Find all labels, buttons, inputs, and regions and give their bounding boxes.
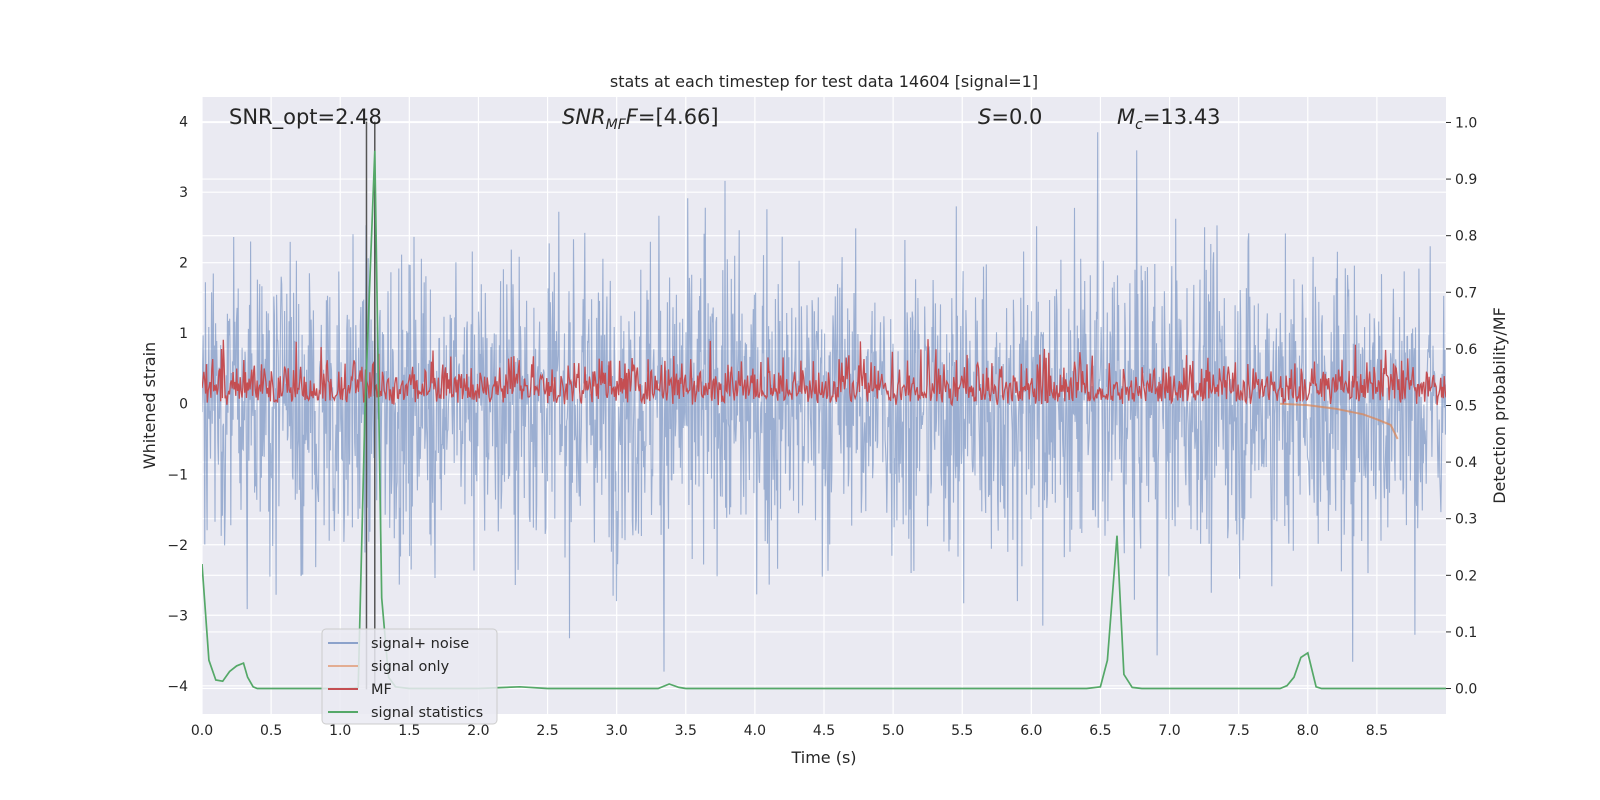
mc-sub: c — [1135, 117, 1143, 133]
y2-axis-label: Detection probability/MF — [1490, 307, 1509, 504]
y-tick-label: 0 — [179, 397, 188, 413]
snr-mf-sub: MF — [606, 117, 627, 133]
y-tick-label: −1 — [167, 467, 188, 483]
x-tick-label: 6.0 — [1020, 723, 1042, 739]
x-tick-label: 3.5 — [675, 723, 697, 739]
chart-title: stats at each timestep for test data 146… — [610, 72, 1038, 91]
series-signal-noise — [202, 132, 1446, 672]
series-signal-statistics — [202, 150, 1446, 690]
s-var: S — [978, 105, 991, 129]
y2-tick-label: 0.1 — [1455, 625, 1477, 641]
legend-label-signal-noise: signal+ noise — [371, 636, 469, 652]
annotation-snr-opt: SNR_opt=2.48 — [229, 105, 382, 130]
y2-tick-label: 0.6 — [1455, 342, 1477, 358]
legend-label-signal-only: signal only — [371, 659, 450, 675]
series-signal-only — [1280, 402, 1399, 440]
y2-tick-label: 1.0 — [1455, 115, 1477, 131]
y-tick-label: 4 — [179, 115, 188, 131]
x-axis-label: Time (s) — [790, 748, 856, 767]
x-tick-label: 8.0 — [1297, 723, 1319, 739]
y-tick-label: −4 — [167, 679, 188, 695]
x-tick-label: 2.5 — [536, 723, 558, 739]
y-axis-label: Whitened strain — [140, 342, 159, 469]
snr-mf-value: =[4.66] — [638, 105, 719, 129]
y-tick-label: −3 — [167, 608, 188, 624]
data-layer — [202, 121, 1446, 690]
x-tick-label: 2.0 — [467, 723, 489, 739]
x-tick-label: 4.5 — [813, 723, 835, 739]
series-mf — [202, 339, 1446, 407]
snr-mf-f: F — [626, 105, 639, 129]
y2-tick-label: 0.4 — [1455, 455, 1477, 471]
annotation-s: S=0.0 — [978, 105, 1042, 129]
legend-label-signal-statistics: signal statistics — [371, 705, 483, 721]
legend-box — [321, 628, 498, 725]
y-tick-label: 3 — [179, 185, 188, 201]
x-tick-label: 0.0 — [191, 723, 213, 739]
y-tick-label: 2 — [179, 256, 188, 272]
y2-tick-label: 0.3 — [1455, 512, 1477, 528]
annotation-mc: Mc=13.43 — [1117, 105, 1221, 133]
y2-tick-label: 0.7 — [1455, 285, 1477, 301]
y-tick-label: −2 — [167, 538, 188, 554]
x-tick-label: 1.5 — [398, 723, 420, 739]
mc-value: =13.43 — [1143, 105, 1221, 129]
x-tick-label: 6.5 — [1089, 723, 1111, 739]
y2-tick-label: 0.9 — [1455, 172, 1477, 188]
mc-var: M — [1117, 105, 1135, 129]
annotation-snr-mf: SNRMFF=[4.66] — [562, 105, 719, 133]
snr-mf-var: SNR — [562, 105, 606, 129]
x-tick-label: 0.5 — [260, 723, 282, 739]
x-tick-label: 1.0 — [329, 723, 351, 739]
x-tick-label: 4.0 — [744, 723, 766, 739]
x-tick-label: 5.0 — [882, 723, 904, 739]
y2-tick-label: 0.8 — [1455, 229, 1477, 245]
y2-tick-label: 0.0 — [1455, 682, 1477, 698]
x-tick-label: 7.0 — [1158, 723, 1180, 739]
legend: signal+ noise signal only MF signal stat… — [321, 628, 498, 725]
y-tick-label: 1 — [179, 326, 188, 342]
x-tick-label: 7.5 — [1228, 723, 1250, 739]
ticks: 0.0 0.5 1.0 1.5 2.0 2.5 3.0 3.5 4.0 4.5 5.0 5.5 6.0 6… — [167, 115, 1477, 739]
y2-tick-label: 0.5 — [1455, 399, 1477, 415]
legend-label-mf: MF — [371, 682, 392, 698]
x-tick-label: 5.5 — [951, 723, 973, 739]
s-value: =0.0 — [991, 105, 1042, 129]
y2-tick-label: 0.2 — [1455, 568, 1477, 584]
x-tick-label: 8.5 — [1366, 723, 1388, 739]
x-tick-label: 3.0 — [606, 723, 628, 739]
